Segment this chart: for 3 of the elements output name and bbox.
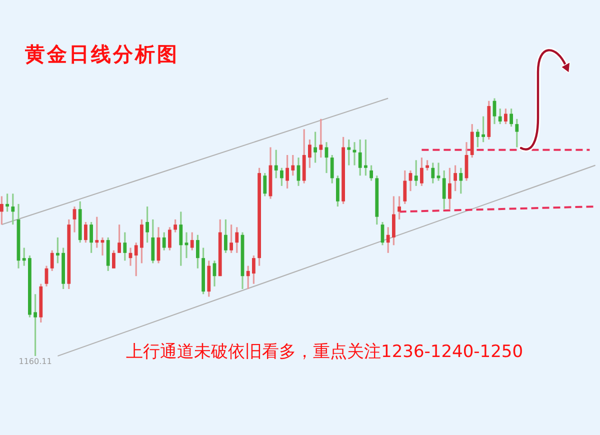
annotation: 上行通道未破依旧看多，重点关注1236-1240-1250 (126, 342, 524, 362)
title: 黄金日线分析图 (25, 42, 179, 66)
annotation: 1160.11 (18, 357, 52, 366)
